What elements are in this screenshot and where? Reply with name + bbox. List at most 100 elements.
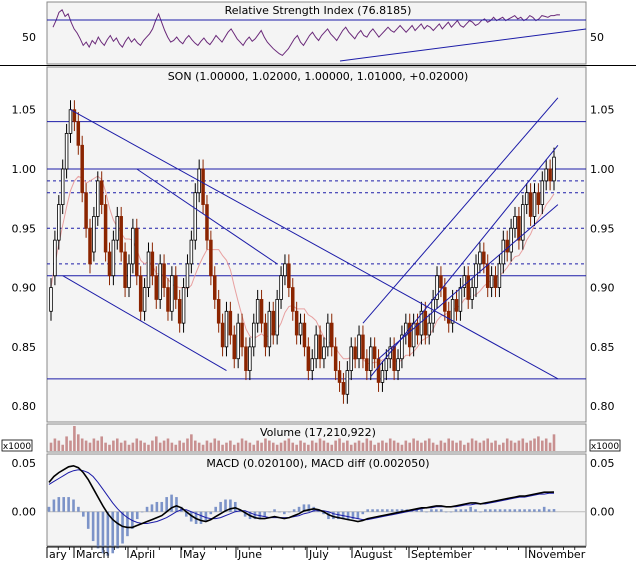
candle-body — [524, 192, 529, 205]
volume-bar — [236, 442, 240, 451]
volume-bar — [427, 438, 431, 451]
volume-bar — [209, 442, 213, 451]
macd-histogram-bar — [283, 511, 286, 515]
price-panel — [46, 66, 587, 423]
candle-body — [135, 227, 139, 277]
volume-bar — [498, 444, 501, 451]
macd-histogram-bar — [47, 506, 51, 512]
candle-body — [205, 204, 209, 241]
volume-bar — [541, 440, 544, 451]
candle-body — [107, 251, 112, 277]
candle-body — [60, 168, 65, 205]
volume-bar — [166, 438, 170, 451]
candle-body — [162, 263, 166, 288]
volume-bar — [283, 440, 287, 451]
candle-body — [353, 346, 357, 360]
candle-body — [298, 322, 303, 336]
rsi-panel — [46, 1, 587, 65]
candle-body — [552, 156, 556, 182]
candle-body — [341, 382, 346, 395]
volume-unit-left: x1000 — [1, 439, 33, 452]
volume-bar — [92, 438, 96, 451]
candle-body — [485, 263, 490, 288]
volume-bar — [244, 440, 248, 451]
macd-histogram-bar — [542, 506, 546, 512]
macd-histogram-bar — [204, 511, 208, 522]
macd-histogram-bar — [135, 511, 139, 520]
volume-bar — [88, 442, 92, 451]
macd-histogram-bar — [199, 511, 203, 524]
macd-histogram-bar — [101, 511, 105, 554]
x-axis-month-label: May — [183, 548, 206, 561]
macd-histogram-bar — [297, 506, 301, 512]
macd-tick-label-right: 0.00 — [590, 506, 615, 519]
macd-histogram-bar — [189, 511, 193, 522]
volume-bar — [552, 434, 556, 451]
macd-histogram-bar — [150, 504, 154, 512]
candle-body — [376, 358, 381, 383]
macd-histogram-bar — [537, 509, 541, 512]
volume-bar — [225, 442, 228, 451]
macd-line — [48, 464, 555, 529]
volume-bar — [131, 442, 135, 451]
candle-body — [123, 251, 127, 288]
trendline — [378, 204, 559, 360]
macd-histogram-bar — [336, 511, 340, 520]
candle-body — [427, 322, 431, 336]
volume-bar — [151, 440, 154, 451]
candle-body — [142, 287, 147, 312]
macd-histogram-bar — [518, 509, 521, 512]
macd-histogram-bar — [96, 511, 100, 549]
macd-histogram-bar — [513, 509, 517, 512]
candle-body — [99, 180, 104, 205]
volume-bar — [213, 438, 217, 451]
candle-body — [49, 287, 53, 312]
volume-bar — [275, 444, 279, 451]
candle-body — [154, 275, 159, 300]
macd-histogram-bar — [454, 509, 458, 512]
x-axis-month-label: August — [354, 548, 393, 561]
macd-histogram-bar — [175, 497, 178, 512]
candle-body — [517, 216, 521, 241]
macd-histogram-bar — [106, 511, 110, 556]
macd-histogram-bar — [533, 509, 536, 512]
trendline — [136, 168, 278, 265]
candle-body — [279, 275, 283, 300]
volume-bar — [443, 442, 447, 451]
candle-body — [115, 216, 120, 241]
candle-body — [400, 334, 404, 360]
moving-average-line — [50, 175, 555, 364]
candle-body — [532, 192, 537, 217]
candle-body — [345, 370, 350, 395]
volume-bar — [439, 440, 443, 451]
macd-histogram-bar — [439, 509, 443, 512]
volume-bar — [482, 440, 486, 451]
volume-bar — [240, 438, 244, 451]
candle-body — [540, 180, 545, 205]
trendline — [362, 97, 559, 324]
volume-bar — [416, 440, 419, 451]
macd-chart: 0.00 0.00 0.05 0.05 — [12, 457, 615, 556]
candle-body — [209, 239, 213, 277]
candle-body — [244, 346, 248, 371]
candle-body — [224, 310, 229, 348]
volume-bar — [346, 440, 349, 451]
candle-body — [267, 310, 272, 348]
volume-bar — [229, 440, 232, 451]
candle-body — [216, 299, 221, 324]
candle-body — [513, 216, 517, 229]
volume-bar — [404, 440, 408, 451]
volume-bar — [119, 442, 123, 451]
volume-bar — [310, 440, 314, 451]
price-tick-label-left: 0.95 — [12, 222, 37, 235]
macd-histogram-bar — [219, 501, 222, 512]
volume-bar — [330, 444, 334, 451]
volume-bar — [533, 438, 536, 451]
candle-body — [505, 239, 509, 253]
candle-body — [193, 192, 198, 241]
macd-histogram-bar — [464, 509, 468, 512]
volume-bar — [127, 444, 131, 451]
candle-body — [131, 227, 135, 265]
macd-histogram-bar — [77, 506, 80, 512]
candle-body — [96, 180, 100, 217]
